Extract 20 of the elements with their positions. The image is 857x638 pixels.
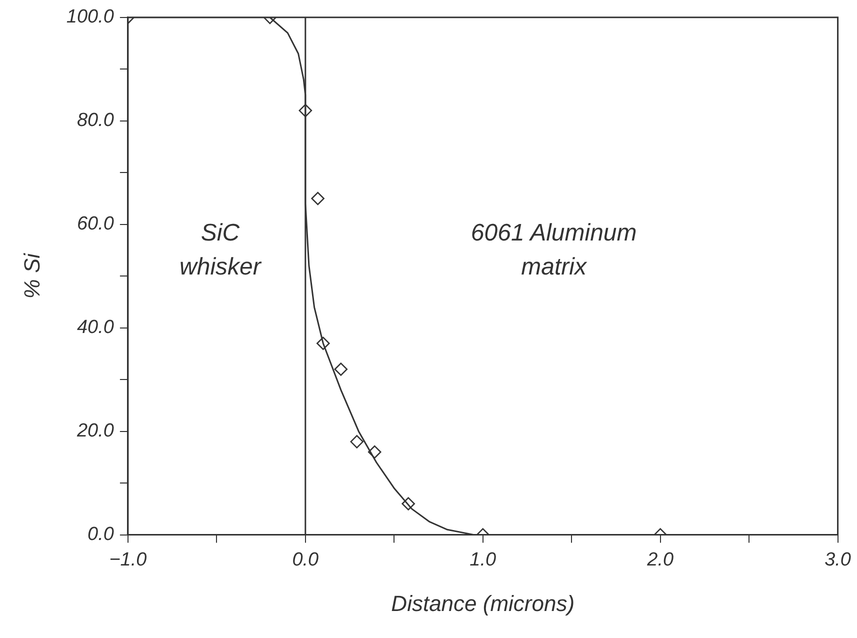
y-tick-label: 80.0 [76,110,114,132]
y-axis-title: % Si [19,252,44,299]
point [402,497,415,510]
point [334,362,348,376]
y-tick-label: 100.0 [66,6,114,28]
y-tick-label: 60.0 [76,214,114,235]
point [350,435,364,448]
x-axis-title: Distance (microns) [391,590,575,616]
point [316,336,330,350]
point [368,445,382,459]
y-tick-label: 40.0 [76,317,114,338]
x-tick-label: 3.0 [824,549,852,570]
annotation: 6061 Aluminum matrix [470,218,638,282]
x-tick-label: 0.0 [292,549,320,570]
annotation: SiC whisker [178,218,262,282]
y-tick-label: 0.0 [88,524,114,546]
x-tick-label: −1.0 [109,549,148,570]
x-tick-label: 1.0 [470,549,497,570]
y-tick-label: 20.0 [76,420,114,442]
x-tick-label: 2.0 [646,549,674,570]
